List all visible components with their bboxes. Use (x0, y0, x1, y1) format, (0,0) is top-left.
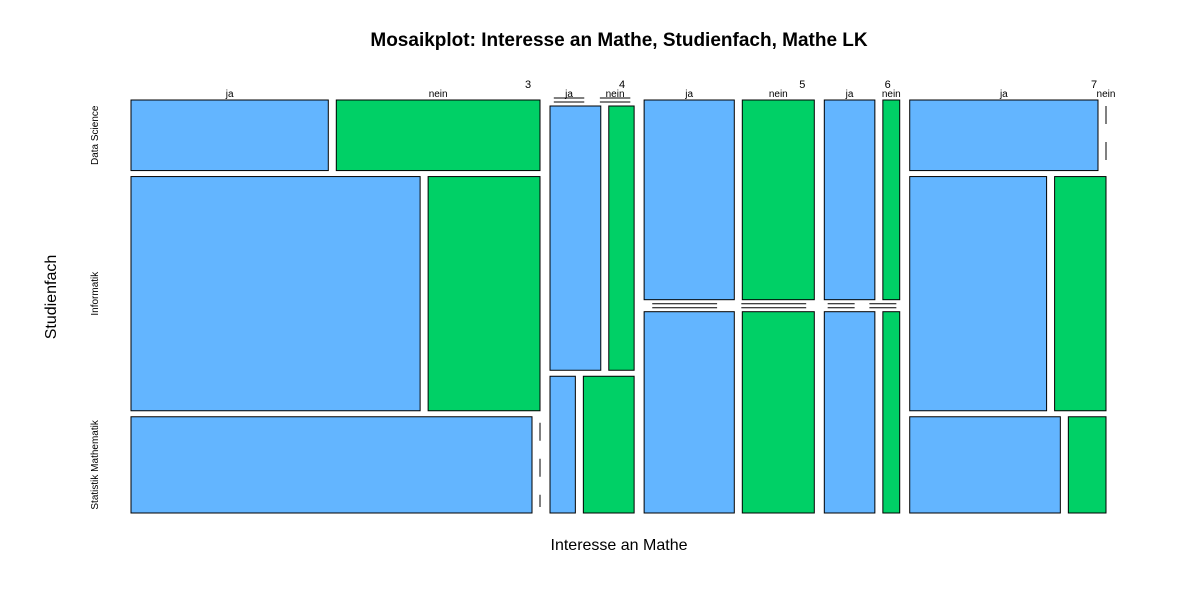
z-level-label: nein (1097, 89, 1116, 100)
y-level-label: Informatik (90, 271, 101, 316)
mosaic-tile-3-data-science-ja (130, 99, 329, 172)
mosaic-tile-6-statistik-mathematik-nein (882, 311, 901, 514)
y-level-label: Data Science (90, 105, 101, 165)
plot-area: 3 ja nein Data Science Informatik Statistik M… (90, 79, 1116, 514)
mosaic-tile-5-data-science-ja (643, 99, 735, 301)
mosaic-tile-5-statistik-mathematik-ja (643, 311, 735, 514)
mosaic-tile-3-informatik-ja (130, 176, 421, 412)
mosaic-tile-3-informatik-nein (427, 176, 541, 412)
mosaic-tile-6-data-science-nein (882, 99, 901, 301)
x-level-label: 6 (885, 79, 891, 91)
z-level-label: nein (882, 89, 901, 100)
mosaic-tile-3-statistik-mathematik-ja (130, 416, 533, 514)
z-level-label: ja (845, 89, 854, 100)
mosaic-tile-7-statistik-mathematik-nein (1067, 416, 1107, 514)
mosaic-tile-7-statistik-mathematik-ja (909, 416, 1061, 514)
mosaic-tile-7-informatik-ja (909, 176, 1048, 412)
z-level-label: nein (429, 89, 448, 100)
mosaic-tile-4-informatik-ja (549, 105, 602, 371)
mosaic-tile-6-data-science-ja (823, 99, 876, 301)
z-level-label: nein (769, 89, 788, 100)
z-level-label: ja (225, 89, 234, 100)
z-level-label: ja (564, 89, 573, 100)
mosaic-tile-3-data-science-nein (335, 99, 541, 172)
x-level-label: 5 (799, 79, 805, 91)
mosaic-tile-5-statistik-mathematik-nein (741, 311, 815, 514)
mosaic-tile-4-statistik-mathematik-nein (582, 375, 635, 514)
z-level-label: ja (684, 89, 693, 100)
chart-title: Mosaikplot: Interesse an Mathe, Studienf… (370, 30, 868, 51)
z-level-label: nein (606, 89, 625, 100)
mosaic-tile-6-statistik-mathematik-ja (823, 311, 876, 514)
mosaic-tile-4-statistik-mathematik-ja (549, 375, 576, 514)
y-axis-label: Studienfach (43, 255, 60, 340)
z-level-label: ja (999, 89, 1008, 100)
x-level-label: 3 (525, 79, 531, 91)
x-level-label: 7 (1091, 79, 1097, 91)
x-level-label: 4 (619, 79, 625, 91)
mosaic-tile-5-data-science-nein (741, 99, 815, 301)
x-axis-label: Interesse an Mathe (551, 537, 688, 554)
y-level-label: Statistik Mathematik (90, 419, 101, 509)
mosaic-tile-4-informatik-nein (608, 105, 635, 371)
mosaic-tile-7-data-science-ja (909, 99, 1099, 172)
mosaic-tile-7-informatik-nein (1054, 176, 1107, 412)
